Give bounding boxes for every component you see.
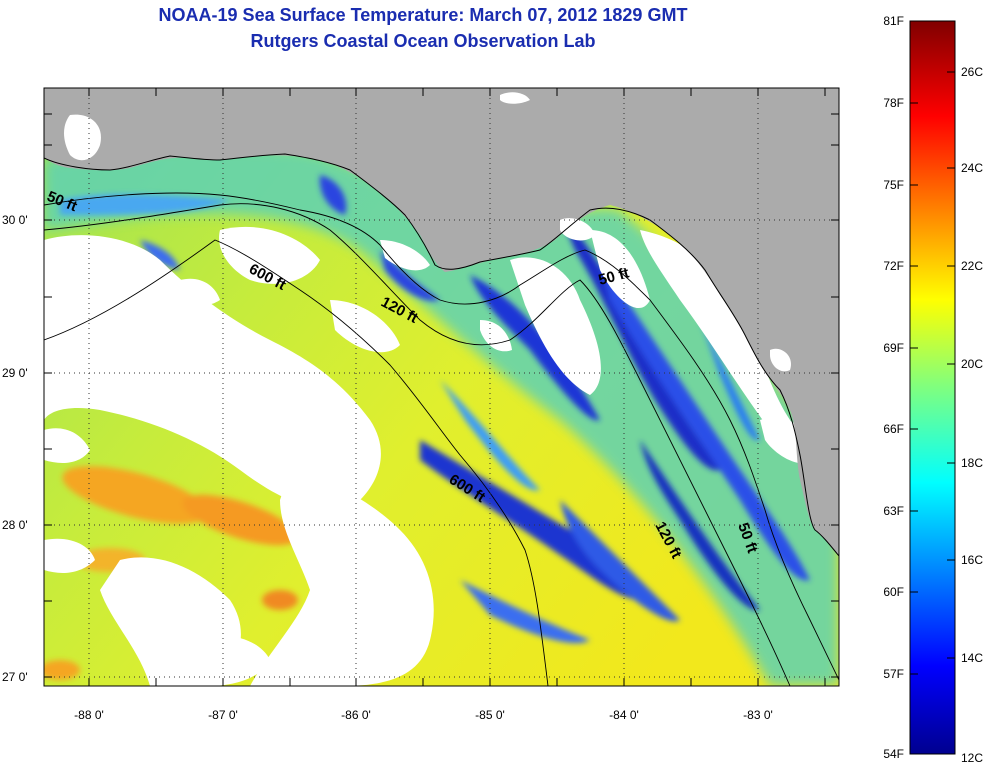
lon-label-85: -85 0' [475, 708, 505, 722]
colorbar-ticks [910, 20, 955, 755]
land-mass [44, 88, 839, 556]
axis-ticks [44, 88, 839, 686]
cb-f-label: 66F [883, 422, 904, 436]
cb-c-label: 14C [961, 651, 983, 665]
lat-label-30: 30 0' [2, 213, 28, 227]
colorbar-gradient [909, 20, 956, 755]
cb-c-label: 26C [961, 65, 983, 79]
contour-50ft [44, 192, 839, 681]
map-title: NOAA-19 Sea Surface Temperature: March 0… [158, 5, 688, 25]
colorbar-fahrenheit-labels: 81F 78F 75F 72F 69F 66F 63F 60F 57F 54F [883, 14, 904, 761]
cb-f-label: 81F [883, 14, 904, 28]
cb-c-label: 24C [961, 161, 983, 175]
lat-label-28: 28 0' [2, 518, 28, 532]
colorbar-celsius-labels: 26C 24C 22C 20C 18C 16C 14C 12C [961, 65, 983, 765]
cb-c-label: 18C [961, 456, 983, 470]
lon-label-84: -84 0' [609, 708, 639, 722]
cb-c-label: 12C [961, 751, 983, 765]
cb-f-label: 60F [883, 585, 904, 599]
bathymetry-contours [44, 192, 839, 686]
longitude-labels: -88 0' -87 0' -86 0' -85 0' -84 0' -83 0… [74, 708, 773, 722]
latitude-labels: 30 0' 29 0' 28 0' 27 0' [2, 213, 28, 684]
cb-f-label: 54F [883, 747, 904, 761]
cb-f-label: 78F [883, 96, 904, 110]
cb-f-label: 57F [883, 667, 904, 681]
lon-label-88: -88 0' [74, 708, 104, 722]
cb-f-label: 69F [883, 341, 904, 355]
land-cloud-patches [64, 92, 791, 372]
contour-120ft [44, 203, 791, 686]
lat-label-27: 27 0' [2, 670, 28, 684]
cb-c-label: 16C [961, 553, 983, 567]
map-frame [43, 87, 840, 687]
cold-filaments [60, 175, 810, 644]
map-subtitle: Rutgers Coastal Ocean Observation Lab [250, 31, 596, 51]
lon-label-86: -86 0' [341, 708, 371, 722]
cb-f-label: 75F [883, 178, 904, 192]
lon-label-87: -87 0' [208, 708, 238, 722]
cb-c-label: 22C [961, 259, 983, 273]
lon-label-83: -83 0' [743, 708, 773, 722]
map-area: 50 ft 600 ft 120 ft 50 ft 600 ft 120 ft … [44, 88, 839, 686]
lat-label-29: 29 0' [2, 366, 28, 380]
cb-f-label: 72F [883, 259, 904, 273]
coastline [44, 153, 839, 557]
cb-f-label: 63F [883, 504, 904, 518]
contour-600ft [44, 239, 549, 686]
cb-c-label: 20C [961, 357, 983, 371]
